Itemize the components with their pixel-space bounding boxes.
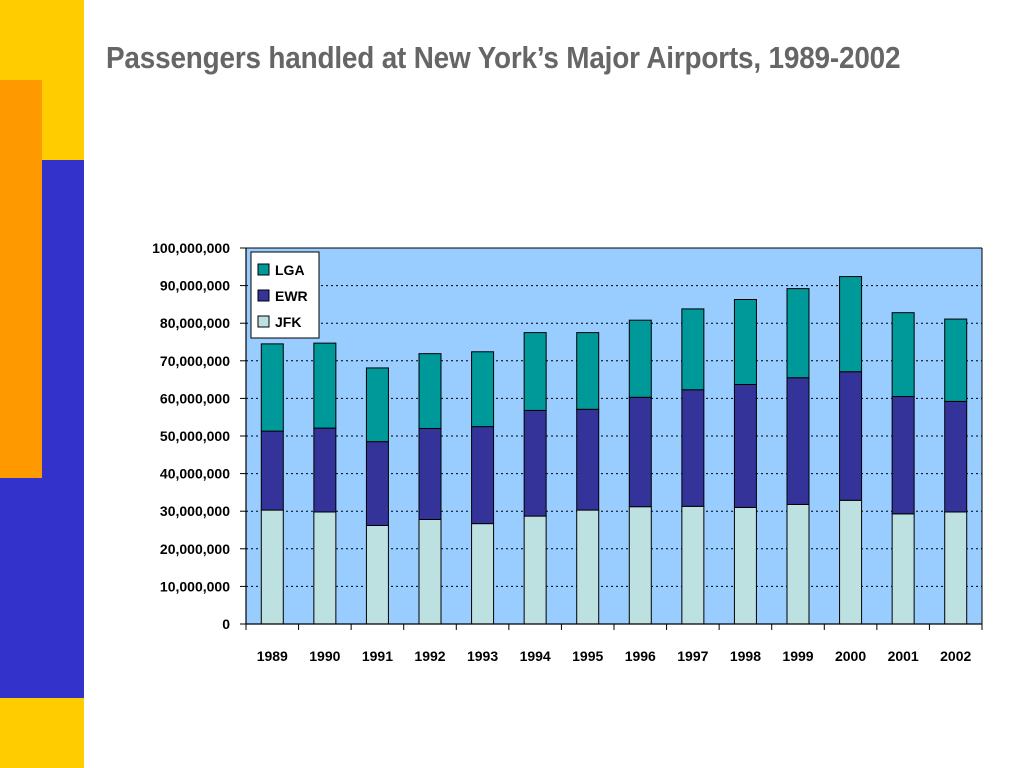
y-tick-label: 10,000,000 [160,578,230,594]
bar-jfk-1999 [786,503,810,625]
bar-ewr-2001 [891,396,915,515]
y-tick-label: 60,000,000 [160,390,230,406]
bar-ewr-1997 [681,389,705,507]
bar-ewr-1996 [628,396,652,508]
bar-lga-2000 [839,276,863,373]
bar-jfk-1991 [365,524,389,625]
y-tick-label: 90,000,000 [160,278,230,294]
legend-label-jfk: JFK [275,314,301,330]
x-tick-label: 1996 [625,648,656,664]
y-tick-label: 30,000,000 [160,503,230,519]
x-tick-label: 1994 [520,648,551,664]
y-tick-label: 100,000,000 [152,240,230,256]
x-tick-label: 2000 [835,648,866,664]
bar-jfk-1994 [523,515,547,625]
bar-lga-1997 [681,308,705,391]
bar-lga-2001 [891,312,915,398]
legend-swatch-jfk [257,315,270,328]
bar-ewr-1990 [313,427,337,513]
bar-jfk-1995 [576,509,600,625]
bar-ewr-1991 [365,441,389,526]
decor-blue-lower-block [0,478,84,698]
bar-lga-1991 [365,367,389,443]
bar-jfk-1990 [313,511,337,625]
bar-ewr-1995 [576,408,600,511]
bar-lga-1990 [313,342,337,429]
legend-swatch-ewr [257,289,270,302]
bar-jfk-1989 [260,509,284,625]
y-tick-label: 20,000,000 [160,541,230,557]
x-tick-label: 1995 [572,648,603,664]
x-tick-label: 1990 [309,648,340,664]
x-tick-label: 1992 [414,648,445,664]
bar-lga-1989 [260,343,284,432]
bar-ewr-1992 [418,427,442,520]
x-tick-label: 2002 [940,648,971,664]
decor-orange-block [0,80,42,478]
bar-jfk-2002 [944,511,968,625]
bar-ewr-1998 [733,383,757,508]
legend-label-lga: LGA [275,262,305,278]
bar-ewr-1989 [260,430,284,511]
bar-jfk-2000 [839,499,863,625]
bar-lga-1999 [786,288,810,379]
bar-ewr-2002 [944,400,968,513]
y-tick-label: 80,000,000 [160,315,230,331]
bar-jfk-2001 [891,513,915,625]
x-tick-label: 2001 [888,648,919,664]
bar-jfk-1993 [471,523,495,625]
x-tick-label: 1997 [677,648,708,664]
y-tick-label: 70,000,000 [160,353,230,369]
bar-lga-2002 [944,318,968,402]
y-tick-label: 0 [222,616,230,632]
x-tick-label: 1993 [467,648,498,664]
bar-lga-1998 [733,299,757,385]
bar-ewr-2000 [839,371,863,501]
bar-jfk-1997 [681,505,705,625]
x-tick-label: 1989 [257,648,288,664]
legend-label-ewr: EWR [275,288,308,304]
decor-blue-block [42,160,84,478]
x-tick-label: 1998 [730,648,761,664]
bar-jfk-1996 [628,506,652,625]
bar-lga-1994 [523,332,547,411]
y-tick-label: 50,000,000 [160,428,230,444]
y-tick-label: 40,000,000 [160,466,230,482]
bar-jfk-1998 [733,506,757,625]
bar-jfk-1992 [418,518,442,625]
bar-ewr-1999 [786,377,810,505]
bar-lga-1992 [418,353,442,429]
bar-ewr-1993 [471,426,495,525]
bar-lga-1996 [628,319,652,398]
bar-lga-1993 [471,351,495,428]
bar-ewr-1994 [523,409,547,517]
x-tick-label: 1999 [782,648,813,664]
legend-swatch-lga [257,263,270,276]
slide-title: Passengers handled at New York’s Major A… [106,40,901,75]
bar-lga-1995 [576,332,600,410]
x-tick-label: 1991 [362,648,393,664]
